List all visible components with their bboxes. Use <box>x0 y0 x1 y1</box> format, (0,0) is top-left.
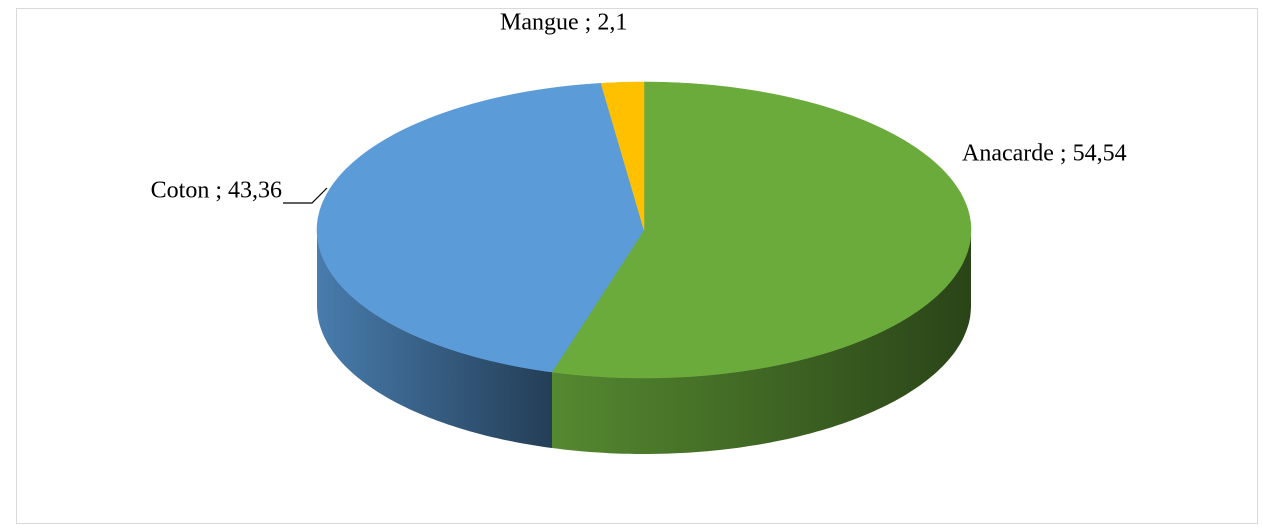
slice <box>551 81 972 379</box>
slice <box>600 81 645 231</box>
data-label: Anacarde ; 54,54 <box>962 141 1127 167</box>
slice <box>316 83 645 373</box>
slice-side <box>552 230 971 454</box>
data-label: Coton ; 43,36 <box>151 178 282 204</box>
leader-line <box>283 187 328 204</box>
data-label: Mangue ; 2,1 <box>500 10 627 36</box>
slice-side <box>317 230 552 448</box>
